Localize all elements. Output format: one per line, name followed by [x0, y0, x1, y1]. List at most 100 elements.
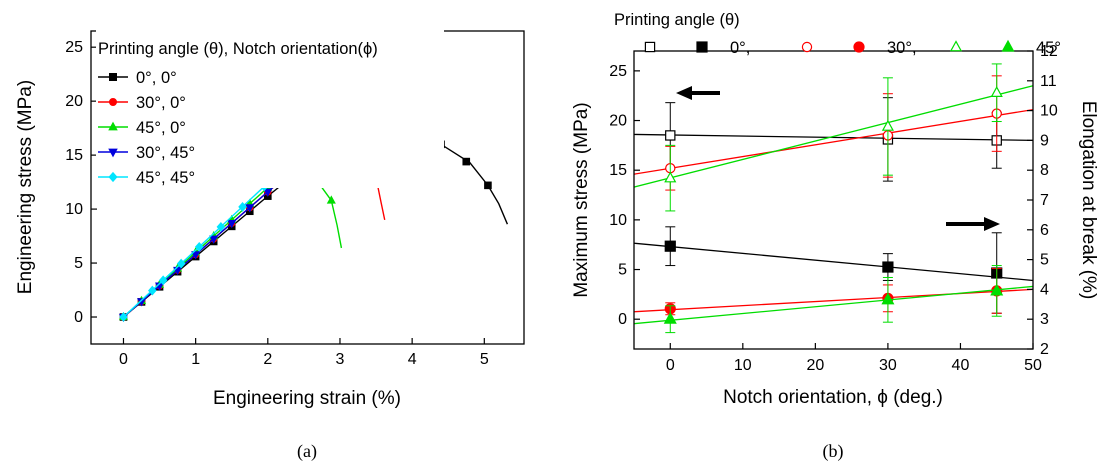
- panel-b-fit-line-30-elongation: [633, 288, 1034, 313]
- panel-a-legend-marker: [108, 148, 118, 158]
- panel-a-stress-strain-chart: 0 1 2 3 4 5 0 5 10 15 20 25 Printing angle (θ), Not…: [15, 30, 525, 462]
- panel-b-data-point-45-stress: [990, 85, 1003, 98]
- panel-b-plot-frame: [633, 50, 1034, 350]
- panel-a-legend-entries: 0°, 0° 30°, 0° 45°, 0° 30°, 45° 45°, 45°: [98, 69, 195, 187]
- panel-a-data-point-45-0: [326, 195, 336, 204]
- panel-a-legend-marker: [108, 121, 118, 131]
- panel-b-left-y-tick-label: 10: [609, 212, 627, 229]
- panel-b-right-y-tick-label: 5: [1040, 252, 1049, 269]
- panel-a-x-tick-label: 2: [263, 351, 272, 368]
- panel-a-legend-background: [96, 30, 444, 188]
- panel-a-data-point-0-0: [462, 157, 471, 166]
- panel-a-legend-label: 45°, 45°: [136, 169, 195, 187]
- panel-b-left-y-tick-label: 25: [609, 63, 627, 80]
- panel-b-legend-open-marker: [644, 41, 656, 53]
- panel-b-data-point-0-stress: [665, 130, 676, 141]
- panel-a-x-tick-label: 4: [408, 351, 417, 368]
- panel-a-data-point-30-45: [191, 251, 201, 260]
- panel-b-right-y-tick-label: 9: [1040, 132, 1049, 149]
- panel-a-y-axis-title: Engineering stress (MPa): [15, 80, 36, 294]
- panel-b-fit-line-45-stress: [633, 85, 1034, 188]
- panel-b-fit-line-0-elongation: [633, 242, 1034, 282]
- panel-b-legend: Printing angle (θ) 0°, 30°, 45°: [614, 11, 1061, 57]
- panel-b-legend-label: 0°,: [730, 39, 750, 57]
- panel-b-legend-filled-marker: [853, 41, 865, 53]
- panel-a-legend: Printing angle (θ), Notch orientation(ϕ)…: [96, 30, 444, 188]
- panel-b-x-axis-title: Notch orientation, ϕ (deg.): [723, 387, 943, 408]
- panel-b-label: (b): [823, 441, 844, 462]
- panel-a-legend-marker: [108, 97, 117, 106]
- panel-b-legend-open-marker: [801, 41, 813, 53]
- panel-b-x-tick-label: 50: [1024, 357, 1042, 374]
- panel-b-left-y-tick-label: 5: [618, 262, 627, 279]
- panel-a-data-point-45-45: [176, 258, 186, 269]
- panel-a-data-point-45-45: [119, 312, 128, 322]
- panel-b-x-tick-label: 20: [806, 357, 824, 374]
- panel-b-fit-line-45-elongation: [633, 285, 1034, 325]
- panel-b-data-point-45-stress: [881, 119, 894, 131]
- panel-b-x-tick-label: 30: [879, 357, 897, 374]
- panel-a-y-tick-label: 0: [74, 309, 83, 326]
- panel-a-data-point-45-45: [158, 275, 168, 286]
- panel-b-left-y-axis-title: Maximum stress (MPa): [571, 102, 592, 297]
- panel-a-data-point-0-0: [484, 181, 492, 190]
- panel-b-right-y-tick-label: 3: [1040, 311, 1049, 328]
- panel-a-y-tick-label: 5: [74, 255, 83, 272]
- panel-b-x-tick-label: 0: [666, 357, 675, 374]
- panel-b-legend-title: Printing angle (θ): [614, 11, 740, 29]
- panel-b-data-point-45-elongation: [663, 311, 677, 324]
- panel-a-legend-title: Printing angle (θ), Notch orientation(ϕ): [98, 40, 378, 58]
- panel-b-right-y-tick-label: 11: [1040, 73, 1057, 90]
- panel-a-y-tick-label: 20: [65, 93, 83, 110]
- panel-a-x-tick-label: 1: [191, 351, 200, 368]
- panel-b-legend-entries: 0°, 30°, 45°: [644, 39, 1061, 57]
- panel-a-data-point-30-45: [263, 188, 273, 197]
- panel-b-right-y-tick-label: 12: [1040, 43, 1058, 60]
- panel-a-x-tick-label: 5: [480, 351, 489, 368]
- panel-b-notch-orientation-chart: 0 10 20 30 40 50 0 5 10 15 20 25 2 3 4 5 6 7 8 9 10 11 12 Prin…: [571, 11, 1099, 462]
- panel-a-legend-label: 45°, 0°: [136, 119, 186, 137]
- panel-a-legend-label: 0°, 0°: [136, 69, 177, 87]
- panel-a-legend-marker: [108, 171, 118, 183]
- panel-b-data-point-45-elongation: [881, 292, 895, 305]
- panel-a-legend-label: 30°, 45°: [136, 144, 195, 162]
- panel-b-axis-arrows: [676, 86, 1000, 231]
- panel-b-legend-label: 45°: [1036, 39, 1061, 57]
- panel-b-right-y-tick-label: 7: [1040, 192, 1049, 209]
- panel-b-left-y-tick-label: 20: [609, 113, 627, 130]
- left-axis-arrow-icon: [676, 86, 720, 100]
- panel-b-axes-ticks: 0 10 20 30 40 50 0 5 10 15 20 25 2 3 4 5 6 7 8 9 10 11 12: [609, 43, 1058, 374]
- right-axis-arrow-icon: [946, 217, 1000, 231]
- panel-b-series-layer: [633, 63, 1034, 334]
- panel-b-data-point-0-elongation: [664, 240, 676, 252]
- panel-b-right-y-tick-label: 2: [1040, 341, 1049, 358]
- panel-b-x-tick-label: 40: [952, 357, 970, 374]
- panel-b-fit-line-30-stress: [633, 108, 1034, 175]
- panel-a-data-point-30-45: [209, 235, 219, 244]
- panel-a-data-point-45-45: [238, 202, 247, 212]
- panel-b-data-point-45-elongation: [990, 283, 1004, 296]
- panel-a-label-text: (a): [297, 441, 317, 462]
- panel-b-x-tick-label: 10: [734, 357, 752, 374]
- panel-b-right-y-tick-label: 10: [1040, 103, 1058, 120]
- panel-a-y-tick-label: 15: [65, 147, 83, 164]
- panel-b-right-y-tick-label: 4: [1040, 281, 1049, 298]
- panel-b-left-y-tick-label: 15: [609, 162, 627, 179]
- panel-a-y-tick-label: 10: [65, 201, 83, 218]
- panel-a-legend-marker: [108, 72, 117, 81]
- panel-a-y-tick-label: 25: [65, 39, 83, 56]
- panel-b-data-point-0-elongation: [882, 261, 894, 273]
- panel-b-legend-filled-marker: [696, 41, 708, 53]
- panel-b-right-y-tick-label: 6: [1040, 222, 1049, 239]
- panel-a-x-tick-label: 0: [119, 351, 128, 368]
- panel-b-legend-filled-marker: [1001, 39, 1015, 52]
- panel-b-left-y-tick-label: 0: [618, 311, 627, 328]
- panel-a-axes-ticks: 0 1 2 3 4 5 0 5 10 15 20 25: [65, 39, 489, 368]
- panel-b-label-text: (b): [823, 441, 844, 462]
- panel-b-right-y-axis-title: Elongation at break (%): [1078, 101, 1099, 300]
- panel-a-data-point-45-45: [148, 285, 157, 296]
- panel-a-data-point-45-45: [194, 241, 204, 252]
- panel-a-data-point-30-45: [227, 219, 237, 229]
- panel-b-legend-label: 30°,: [887, 39, 917, 57]
